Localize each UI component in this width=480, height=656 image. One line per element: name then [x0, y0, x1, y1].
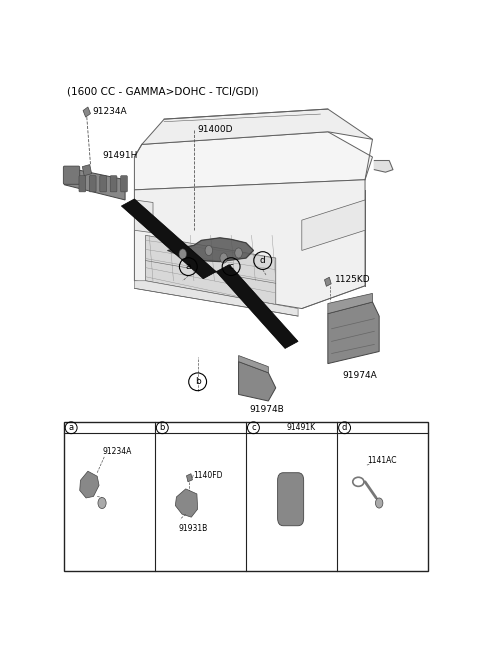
- Polygon shape: [121, 199, 216, 279]
- Text: a: a: [69, 423, 74, 432]
- Polygon shape: [145, 236, 276, 304]
- Polygon shape: [83, 107, 91, 117]
- Polygon shape: [186, 474, 192, 482]
- Text: c: c: [251, 423, 256, 432]
- FancyBboxPatch shape: [110, 176, 117, 192]
- Polygon shape: [134, 132, 372, 190]
- Text: 91234A: 91234A: [92, 106, 127, 115]
- Polygon shape: [175, 489, 198, 517]
- Text: 91974A: 91974A: [343, 371, 377, 380]
- Text: d: d: [342, 423, 347, 432]
- Polygon shape: [216, 264, 298, 348]
- Text: 1140FD: 1140FD: [193, 471, 223, 480]
- Text: a: a: [186, 262, 191, 271]
- Text: c: c: [228, 262, 234, 271]
- Circle shape: [98, 497, 106, 508]
- FancyBboxPatch shape: [277, 473, 304, 525]
- Polygon shape: [328, 293, 372, 314]
- Polygon shape: [80, 471, 99, 498]
- Text: 91491H: 91491H: [103, 150, 138, 159]
- Text: 91931B: 91931B: [178, 524, 207, 533]
- Text: 91234A: 91234A: [102, 447, 132, 456]
- Polygon shape: [134, 281, 298, 316]
- Polygon shape: [328, 302, 379, 363]
- Text: 91400D: 91400D: [198, 125, 233, 134]
- Polygon shape: [134, 200, 153, 233]
- Text: b: b: [160, 423, 165, 432]
- Circle shape: [375, 498, 383, 508]
- Polygon shape: [239, 361, 276, 401]
- FancyBboxPatch shape: [120, 176, 127, 192]
- FancyBboxPatch shape: [100, 176, 107, 192]
- Circle shape: [235, 248, 242, 258]
- Text: (1600 CC - GAMMA>DOHC - TCI/GDI): (1600 CC - GAMMA>DOHC - TCI/GDI): [67, 87, 259, 96]
- Text: 1125KD: 1125KD: [335, 276, 370, 284]
- FancyBboxPatch shape: [89, 176, 96, 192]
- FancyBboxPatch shape: [79, 176, 85, 192]
- FancyBboxPatch shape: [63, 166, 80, 184]
- Polygon shape: [374, 161, 393, 172]
- Text: 91491K: 91491K: [287, 423, 316, 432]
- Circle shape: [179, 249, 186, 259]
- Text: b: b: [195, 377, 201, 386]
- Polygon shape: [302, 200, 365, 251]
- Polygon shape: [324, 277, 331, 286]
- Polygon shape: [239, 356, 268, 373]
- Polygon shape: [64, 167, 125, 200]
- Polygon shape: [142, 109, 372, 144]
- Polygon shape: [168, 238, 253, 262]
- Bar: [64, 422, 428, 571]
- Circle shape: [220, 253, 228, 263]
- Circle shape: [205, 245, 213, 255]
- Polygon shape: [134, 180, 365, 308]
- Polygon shape: [83, 165, 92, 176]
- Text: 91974B: 91974B: [250, 405, 285, 414]
- Text: d: d: [260, 256, 265, 265]
- Text: 1141AC: 1141AC: [367, 456, 396, 465]
